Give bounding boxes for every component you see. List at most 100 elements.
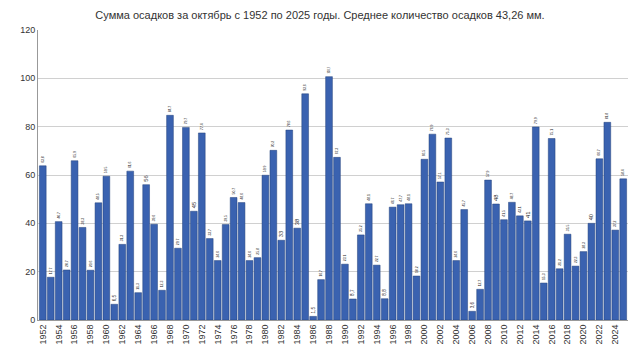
svg-text:84,7: 84,7 xyxy=(168,106,172,113)
svg-text:1984: 1984 xyxy=(292,325,302,345)
svg-text:35,5: 35,5 xyxy=(566,225,570,232)
svg-text:81,8: 81,8 xyxy=(605,113,609,120)
svg-text:1986: 1986 xyxy=(308,325,318,345)
svg-text:2000: 2000 xyxy=(419,325,429,345)
svg-text:59,5: 59,5 xyxy=(104,167,108,174)
svg-text:3,6: 3,6 xyxy=(470,301,475,308)
svg-text:57,1: 57,1 xyxy=(438,172,442,179)
svg-text:80: 80 xyxy=(25,122,35,132)
svg-text:33,7: 33,7 xyxy=(208,229,212,236)
svg-text:65,9: 65,9 xyxy=(73,151,77,158)
svg-text:24,6: 24,6 xyxy=(454,251,458,258)
svg-text:8,8: 8,8 xyxy=(382,289,387,296)
svg-text:1978: 1978 xyxy=(244,325,254,345)
svg-text:120: 120 xyxy=(20,25,35,35)
svg-text:24,6: 24,6 xyxy=(216,251,220,258)
svg-text:20,7: 20,7 xyxy=(65,260,69,267)
svg-text:1976: 1976 xyxy=(229,325,239,345)
svg-text:2014: 2014 xyxy=(531,325,541,345)
svg-text:46,7: 46,7 xyxy=(391,197,395,204)
svg-text:1988: 1988 xyxy=(324,325,334,345)
svg-text:48,1: 48,1 xyxy=(407,194,411,201)
svg-text:25,8: 25,8 xyxy=(256,248,260,255)
svg-text:35,2: 35,2 xyxy=(359,225,363,232)
svg-text:1970: 1970 xyxy=(181,325,191,345)
svg-text:2002: 2002 xyxy=(435,325,445,345)
svg-text:2004: 2004 xyxy=(451,325,461,345)
svg-text:66,7: 66,7 xyxy=(597,149,601,156)
svg-text:28,3: 28,3 xyxy=(582,242,586,249)
svg-text:59,9: 59,9 xyxy=(263,166,267,173)
svg-text:1954: 1954 xyxy=(54,325,64,345)
svg-text:1996: 1996 xyxy=(388,325,398,345)
svg-text:48,6: 48,6 xyxy=(240,193,244,200)
svg-text:100,7: 100,7 xyxy=(327,67,331,74)
svg-text:6,5: 6,5 xyxy=(112,294,117,301)
svg-text:23,1: 23,1 xyxy=(343,255,347,262)
svg-text:22,3: 22,3 xyxy=(574,256,578,263)
svg-text:1982: 1982 xyxy=(276,325,286,345)
svg-text:2006: 2006 xyxy=(467,325,477,345)
svg-text:1,5: 1,5 xyxy=(311,307,316,314)
svg-text:48,7: 48,7 xyxy=(510,193,514,200)
svg-text:1964: 1964 xyxy=(133,325,143,345)
svg-text:15,3: 15,3 xyxy=(542,273,546,280)
svg-text:12,7: 12,7 xyxy=(478,280,482,287)
svg-text:78,6: 78,6 xyxy=(287,120,291,127)
svg-text:2010: 2010 xyxy=(499,325,509,345)
svg-text:20: 20 xyxy=(25,267,35,277)
svg-text:63,8: 63,8 xyxy=(41,156,45,163)
svg-text:48,5: 48,5 xyxy=(96,193,100,200)
svg-text:12,3: 12,3 xyxy=(160,281,164,288)
svg-text:79,9: 79,9 xyxy=(534,117,538,124)
svg-text:48: 48 xyxy=(493,195,499,201)
svg-text:1990: 1990 xyxy=(340,325,350,345)
svg-text:66,5: 66,5 xyxy=(422,150,426,157)
svg-text:16,7: 16,7 xyxy=(319,270,323,277)
svg-text:39,6: 39,6 xyxy=(152,215,156,222)
svg-text:1994: 1994 xyxy=(372,325,382,345)
svg-text:1960: 1960 xyxy=(101,325,111,345)
svg-text:58,4: 58,4 xyxy=(621,169,625,176)
svg-text:40,7: 40,7 xyxy=(57,212,61,219)
svg-text:18,2: 18,2 xyxy=(415,266,419,273)
svg-text:1968: 1968 xyxy=(165,325,175,345)
svg-text:45,7: 45,7 xyxy=(462,200,466,207)
svg-text:100: 100 xyxy=(20,73,35,83)
svg-text:75,3: 75,3 xyxy=(446,128,450,135)
svg-text:38: 38 xyxy=(294,219,300,225)
svg-text:45: 45 xyxy=(191,202,197,208)
svg-text:21,2: 21,2 xyxy=(558,259,562,266)
svg-text:60: 60 xyxy=(25,170,35,180)
svg-text:40: 40 xyxy=(588,214,594,220)
svg-text:20,6: 20,6 xyxy=(89,261,93,268)
svg-text:17,7: 17,7 xyxy=(49,268,53,275)
svg-text:79,7: 79,7 xyxy=(184,118,188,125)
svg-text:1972: 1972 xyxy=(197,325,207,345)
svg-text:48,1: 48,1 xyxy=(367,194,371,201)
svg-text:1974: 1974 xyxy=(213,325,223,345)
svg-text:29,7: 29,7 xyxy=(176,239,180,246)
svg-text:40: 40 xyxy=(25,218,35,228)
svg-text:2018: 2018 xyxy=(562,325,572,345)
svg-text:11,3: 11,3 xyxy=(136,283,140,290)
svg-text:1956: 1956 xyxy=(70,325,80,345)
svg-text:2012: 2012 xyxy=(515,325,525,345)
svg-text:22,7: 22,7 xyxy=(375,255,379,262)
svg-text:1958: 1958 xyxy=(85,325,95,345)
svg-text:70,2: 70,2 xyxy=(271,141,275,148)
svg-text:93,6: 93,6 xyxy=(303,84,307,91)
svg-text:37,2: 37,2 xyxy=(613,220,617,227)
svg-text:8,7: 8,7 xyxy=(350,289,355,296)
svg-text:2022: 2022 xyxy=(594,325,604,345)
svg-text:2016: 2016 xyxy=(547,325,557,345)
svg-text:77,4: 77,4 xyxy=(200,123,204,130)
svg-text:50,7: 50,7 xyxy=(232,188,236,195)
svg-text:39,5: 39,5 xyxy=(224,215,228,222)
svg-text:0: 0 xyxy=(30,315,35,325)
svg-text:2020: 2020 xyxy=(578,325,588,345)
svg-text:38,3: 38,3 xyxy=(81,218,85,225)
svg-text:41,5: 41,5 xyxy=(502,210,506,217)
svg-text:61,6: 61,6 xyxy=(128,161,132,168)
svg-text:57,9: 57,9 xyxy=(486,170,490,177)
